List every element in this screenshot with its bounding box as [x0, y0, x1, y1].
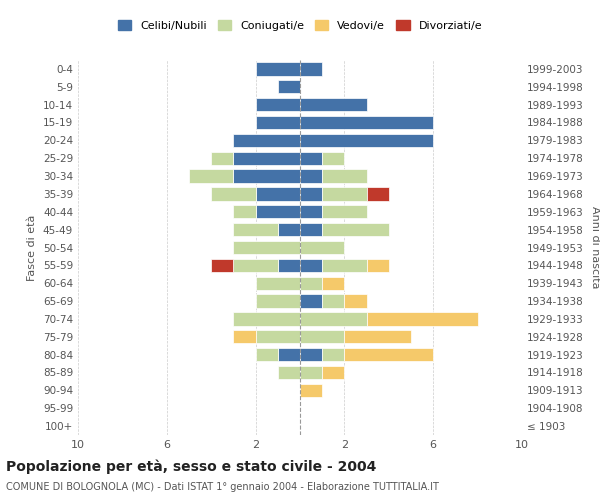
Bar	[300, 384, 322, 397]
Bar	[233, 205, 256, 218]
Bar	[189, 170, 233, 183]
Bar	[256, 116, 300, 129]
Bar	[211, 187, 256, 200]
Bar	[233, 134, 300, 147]
Bar	[344, 348, 433, 362]
Bar	[322, 348, 344, 362]
Bar	[322, 152, 344, 165]
Bar	[278, 348, 300, 362]
Bar	[300, 366, 322, 379]
Text: COMUNE DI BOLOGNOLA (MC) - Dati ISTAT 1° gennaio 2004 - Elaborazione TUTTITALIA.: COMUNE DI BOLOGNOLA (MC) - Dati ISTAT 1°…	[6, 482, 439, 492]
Bar	[322, 294, 344, 308]
Y-axis label: Anni di nascita: Anni di nascita	[590, 206, 600, 289]
Bar	[256, 294, 300, 308]
Bar	[322, 187, 367, 200]
Bar	[278, 258, 300, 272]
Bar	[367, 258, 389, 272]
Bar	[300, 134, 433, 147]
Bar	[211, 258, 233, 272]
Bar	[233, 330, 256, 344]
Text: Popolazione per età, sesso e stato civile - 2004: Popolazione per età, sesso e stato civil…	[6, 460, 376, 474]
Bar	[300, 170, 322, 183]
Bar	[322, 223, 389, 236]
Bar	[233, 152, 300, 165]
Bar	[300, 312, 367, 326]
Bar	[322, 205, 367, 218]
Bar	[300, 276, 322, 290]
Bar	[211, 152, 233, 165]
Bar	[233, 241, 300, 254]
Legend: Celibi/Nubili, Coniugati/e, Vedovi/e, Divorziati/e: Celibi/Nubili, Coniugati/e, Vedovi/e, Di…	[115, 17, 485, 34]
Bar	[300, 187, 322, 200]
Bar	[233, 170, 300, 183]
Bar	[256, 62, 300, 76]
Bar	[300, 330, 344, 344]
Bar	[256, 276, 300, 290]
Bar	[322, 276, 344, 290]
Bar	[367, 312, 478, 326]
Bar	[278, 80, 300, 94]
Bar	[300, 223, 322, 236]
Bar	[300, 348, 322, 362]
Bar	[256, 330, 300, 344]
Bar	[300, 205, 322, 218]
Bar	[256, 98, 300, 112]
Bar	[300, 241, 344, 254]
Bar	[300, 116, 433, 129]
Bar	[367, 187, 389, 200]
Bar	[256, 348, 278, 362]
Bar	[256, 205, 300, 218]
Bar	[322, 366, 344, 379]
Bar	[300, 98, 367, 112]
Bar	[278, 366, 300, 379]
Y-axis label: Fasce di età: Fasce di età	[28, 214, 37, 280]
Bar	[322, 258, 367, 272]
Bar	[233, 223, 278, 236]
Bar	[233, 312, 300, 326]
Bar	[278, 223, 300, 236]
Bar	[300, 152, 322, 165]
Bar	[233, 258, 278, 272]
Bar	[344, 294, 367, 308]
Bar	[322, 170, 367, 183]
Bar	[256, 187, 300, 200]
Bar	[344, 330, 411, 344]
Bar	[300, 258, 322, 272]
Bar	[300, 62, 322, 76]
Bar	[300, 294, 322, 308]
